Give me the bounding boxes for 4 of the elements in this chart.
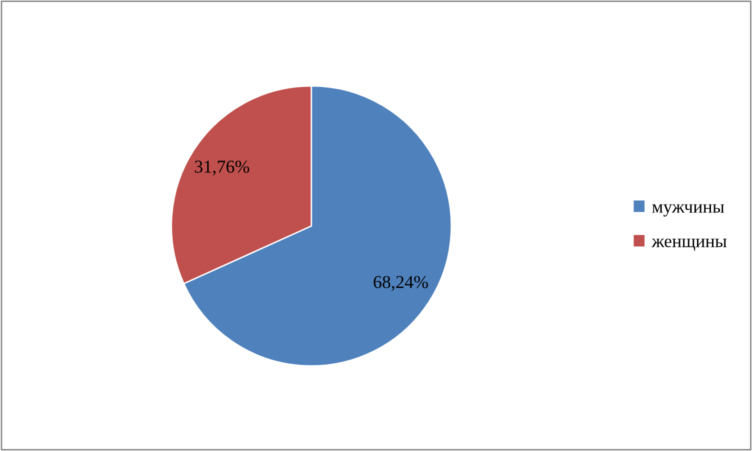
data-label: 68,24% bbox=[374, 276, 428, 291]
legend-label: женщины bbox=[652, 238, 727, 251]
data-label: 31,76% bbox=[195, 160, 250, 176]
legend-label: мужчины bbox=[652, 204, 724, 216]
